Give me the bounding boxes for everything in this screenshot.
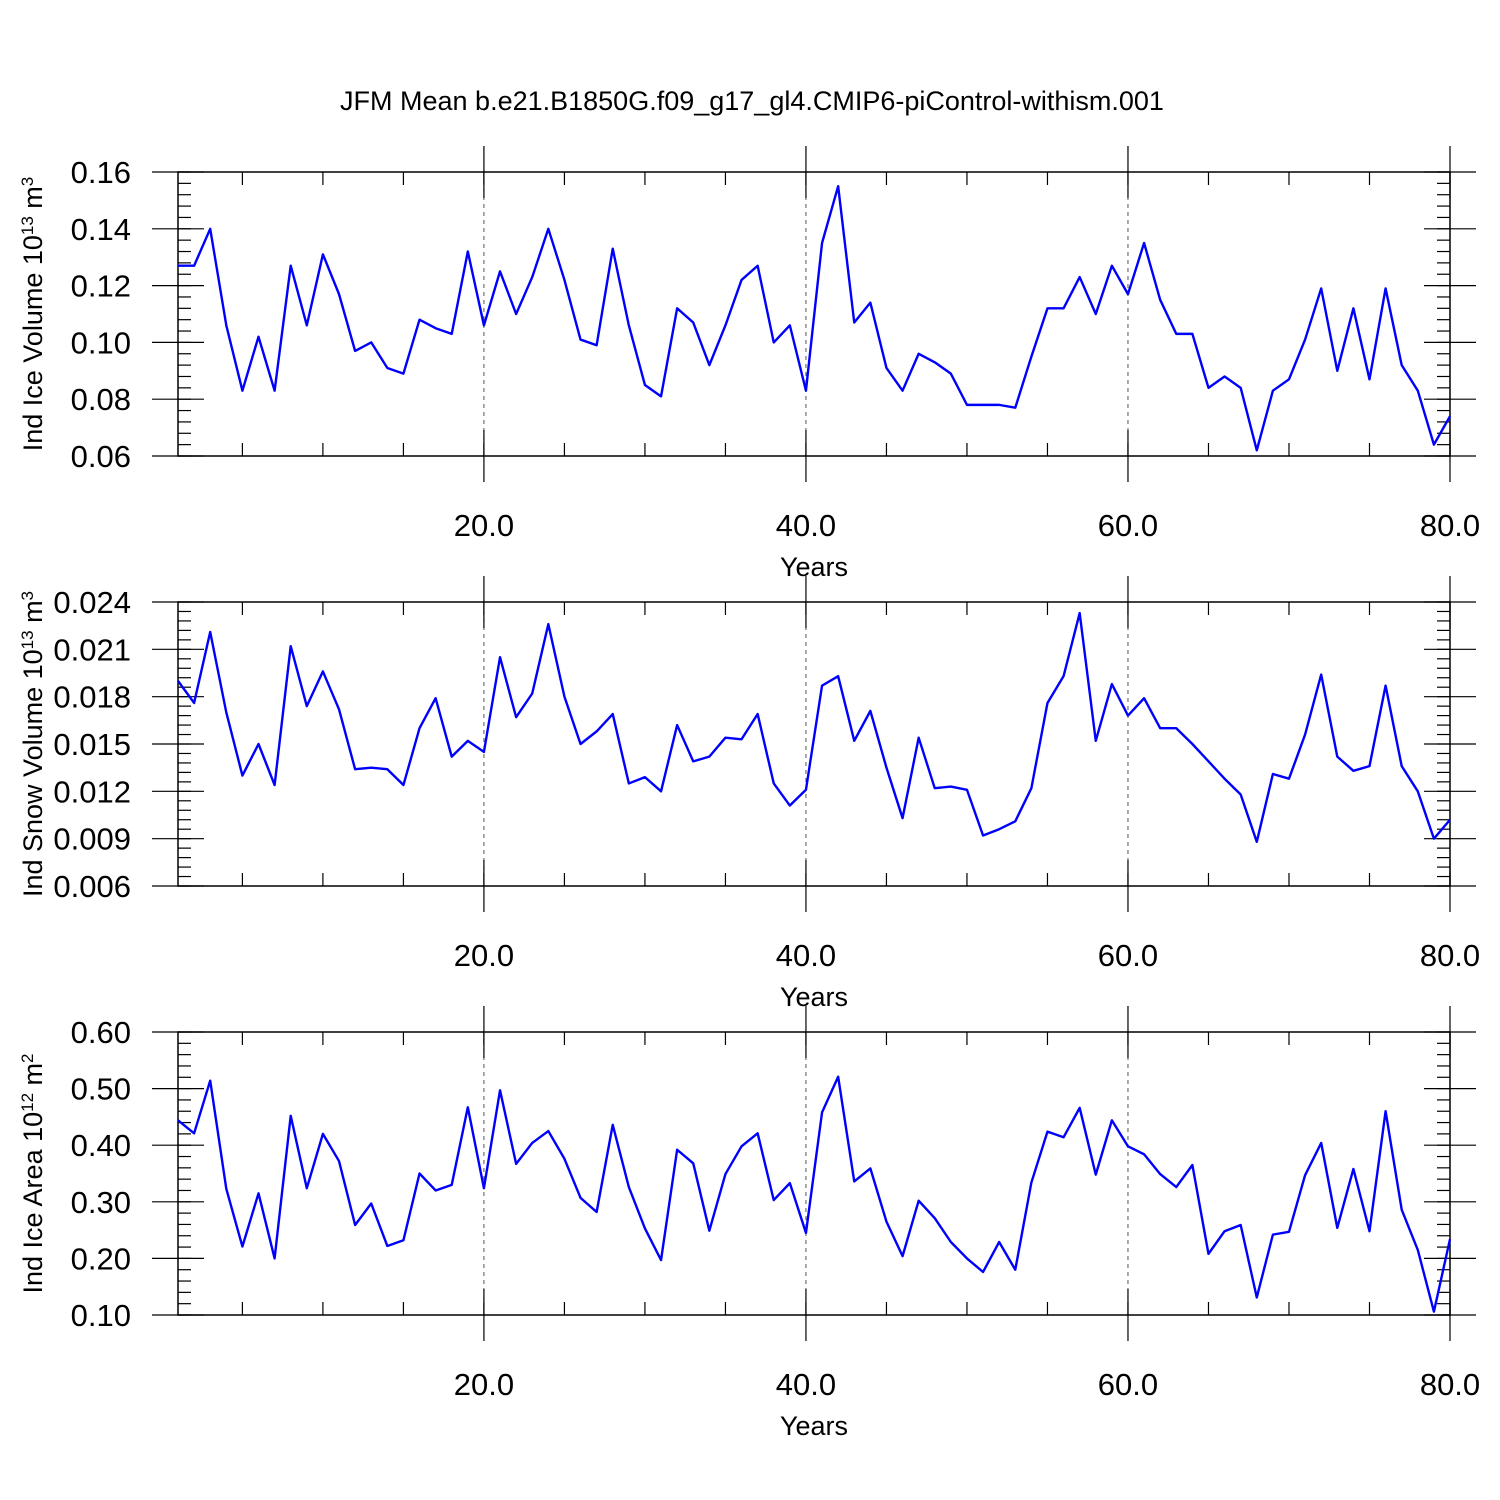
snow-volume-y-label-unit: m xyxy=(18,600,48,630)
panel-snow-volume: 0.006 0.009 0.012 0.015 0.018 0.021 0.024 20.0 4… xyxy=(18,576,1480,1012)
ice-volume-y-tick-label: 0.16 xyxy=(71,155,131,190)
snow-volume-y-axis-label: Ind Snow Volume 1013 m3 xyxy=(18,591,49,897)
snow-volume-x-tick-label: 40.0 xyxy=(776,938,836,973)
snow-volume-plot-frame xyxy=(177,601,1451,887)
figure-title: JFM Mean b.e21.B1850G.f09_g17_gl4.CMIP6-… xyxy=(340,86,1164,116)
ice-area-y-label-exponent: 12 xyxy=(18,1093,37,1112)
ice-volume-x-tick-label: 20.0 xyxy=(454,508,514,543)
ice-volume-x-tick-label: 60.0 xyxy=(1098,508,1158,543)
snow-volume-y-tick-label: 0.021 xyxy=(53,632,131,667)
ice-volume-y-tick-label: 0.12 xyxy=(71,269,131,304)
snow-volume-y-tick-label: 0.018 xyxy=(53,680,131,715)
ice-volume-y-label-main: Ind Ice Volume 10 xyxy=(18,235,48,451)
ice-area-x-axis-label: Years xyxy=(780,1411,848,1441)
ice-area-y-tick-label: 0.20 xyxy=(71,1241,131,1276)
ice-volume-y-tick-label: 0.10 xyxy=(71,325,131,360)
snow-volume-y-label-unit-exponent: 3 xyxy=(18,591,37,600)
snow-volume-y-tick-label: 0.009 xyxy=(53,822,131,857)
ice-volume-y-label-exponent: 13 xyxy=(18,216,37,235)
snow-volume-y-tick-label: 0.024 xyxy=(53,585,131,620)
ice-area-y-label-main: Ind Ice Area 10 xyxy=(18,1112,48,1294)
ice-area-y-tick-label: 0.10 xyxy=(71,1298,131,1333)
snow-volume-x-tick-label: 80.0 xyxy=(1420,938,1480,973)
snow-volume-y-tick-label: 0.012 xyxy=(53,774,131,809)
ice-area-plot-frame xyxy=(177,1031,1451,1316)
ice-area-y-tick-label: 0.30 xyxy=(71,1185,131,1220)
ice-area-x-tick-label: 80.0 xyxy=(1420,1367,1480,1402)
ice-area-y-label-unit-exponent: 2 xyxy=(18,1053,37,1062)
snow-volume-series-line xyxy=(177,611,1451,844)
snow-volume-y-label-exponent: 13 xyxy=(18,630,37,649)
ice-volume-y-tick-label: 0.14 xyxy=(71,212,131,247)
ice-volume-y-tick-label: 0.06 xyxy=(71,439,131,474)
ice-area-y-tick-label: 0.60 xyxy=(71,1015,131,1050)
ice-area-y-axis-label: Ind Ice Area 1012 m2 xyxy=(18,1053,49,1293)
snow-volume-y-label-main: Ind Snow Volume 10 xyxy=(18,649,48,897)
ice-area-x-tick-label: 20.0 xyxy=(454,1367,514,1402)
ice-area-y-tick-label: 0.40 xyxy=(71,1128,131,1163)
ice-area-y-tick-label: 0.50 xyxy=(71,1072,131,1107)
ice-volume-x-axis-label: Years xyxy=(780,552,848,582)
ice-volume-x-tick-label: 40.0 xyxy=(776,508,836,543)
ice-volume-series-line xyxy=(178,184,1452,452)
snow-volume-y-tick-label: 0.015 xyxy=(53,727,131,762)
snow-volume-x-tick-label: 20.0 xyxy=(454,938,514,973)
snow-volume-x-tick-label: 60.0 xyxy=(1098,938,1158,973)
ice-volume-plot-frame xyxy=(177,171,1451,457)
ice-volume-y-label-unit: m xyxy=(18,186,48,216)
ice-volume-y-label-unit-exponent: 3 xyxy=(18,177,37,186)
ice-area-x-tick-label: 60.0 xyxy=(1098,1367,1158,1402)
ice-volume-x-tick-label: 80.0 xyxy=(1420,508,1480,543)
panel-ice-area: 0.10 0.20 0.30 0.40 0.50 0.60 20.0 40.0 60.0 80.0… xyxy=(18,1006,1480,1441)
snow-volume-y-tick-label: 0.006 xyxy=(53,869,131,904)
ice-area-y-label-unit: m xyxy=(18,1063,48,1093)
ice-volume-y-axis-label: Ind Ice Volume 1013 m3 xyxy=(18,177,49,452)
ice-area-series-line xyxy=(177,1075,1452,1313)
ice-volume-y-tick-label: 0.08 xyxy=(71,382,131,417)
ice-area-x-tick-label: 40.0 xyxy=(776,1367,836,1402)
snow-volume-x-axis-label: Years xyxy=(780,982,848,1012)
panel-ice-volume: 0.06 0.08 0.10 0.12 0.14 0.16 20.0 40.0 60.0 80.0… xyxy=(18,146,1480,582)
